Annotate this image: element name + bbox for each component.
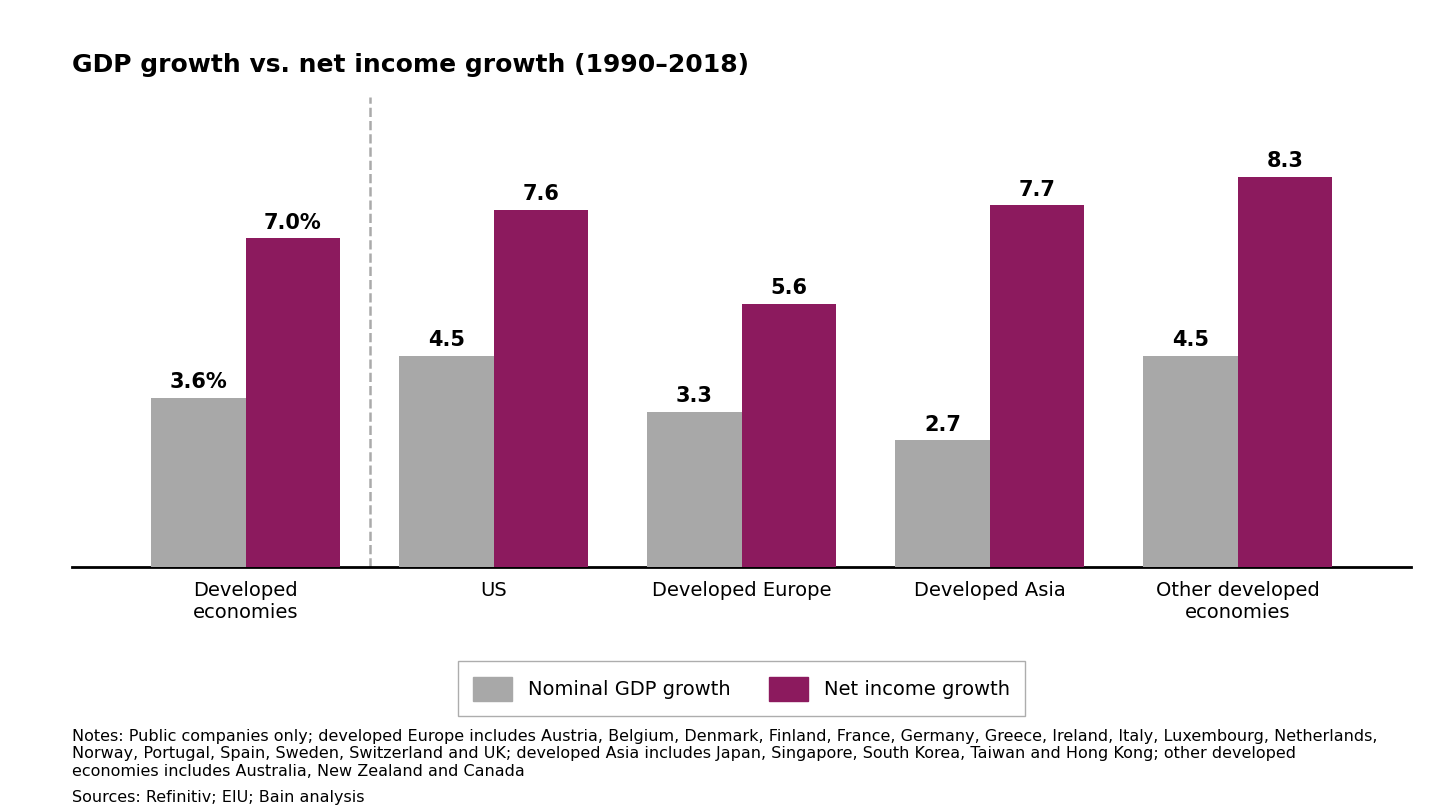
Text: 8.3: 8.3	[1266, 151, 1303, 172]
Legend: Nominal GDP growth, Net income growth: Nominal GDP growth, Net income growth	[458, 661, 1025, 716]
Bar	[151, 398, 246, 567]
Text: 4.5: 4.5	[1172, 330, 1210, 350]
Text: 3.3: 3.3	[675, 386, 713, 407]
Text: GDP growth vs. net income growth (1990–2018): GDP growth vs. net income growth (1990–2…	[72, 53, 749, 77]
Text: 7.6: 7.6	[523, 185, 559, 204]
Text: Sources: Refinitiv; EIU; Bain analysis: Sources: Refinitiv; EIU; Bain analysis	[72, 790, 364, 805]
Text: 7.0%: 7.0%	[264, 212, 321, 232]
Bar	[989, 205, 1084, 567]
Bar	[1237, 177, 1332, 567]
Bar	[648, 412, 742, 567]
Bar	[742, 304, 835, 567]
Text: Notes: Public companies only; developed Europe includes Austria, Belgium, Denmar: Notes: Public companies only; developed …	[72, 729, 1378, 778]
Bar	[399, 356, 494, 567]
Text: 2.7: 2.7	[924, 415, 960, 434]
Bar	[896, 440, 989, 567]
Text: 3.6%: 3.6%	[170, 373, 228, 392]
Bar	[246, 238, 340, 567]
Bar	[1143, 356, 1237, 567]
Text: 7.7: 7.7	[1018, 180, 1056, 199]
Text: 4.5: 4.5	[428, 330, 465, 350]
Text: 5.6: 5.6	[770, 279, 808, 298]
Bar	[494, 210, 588, 567]
